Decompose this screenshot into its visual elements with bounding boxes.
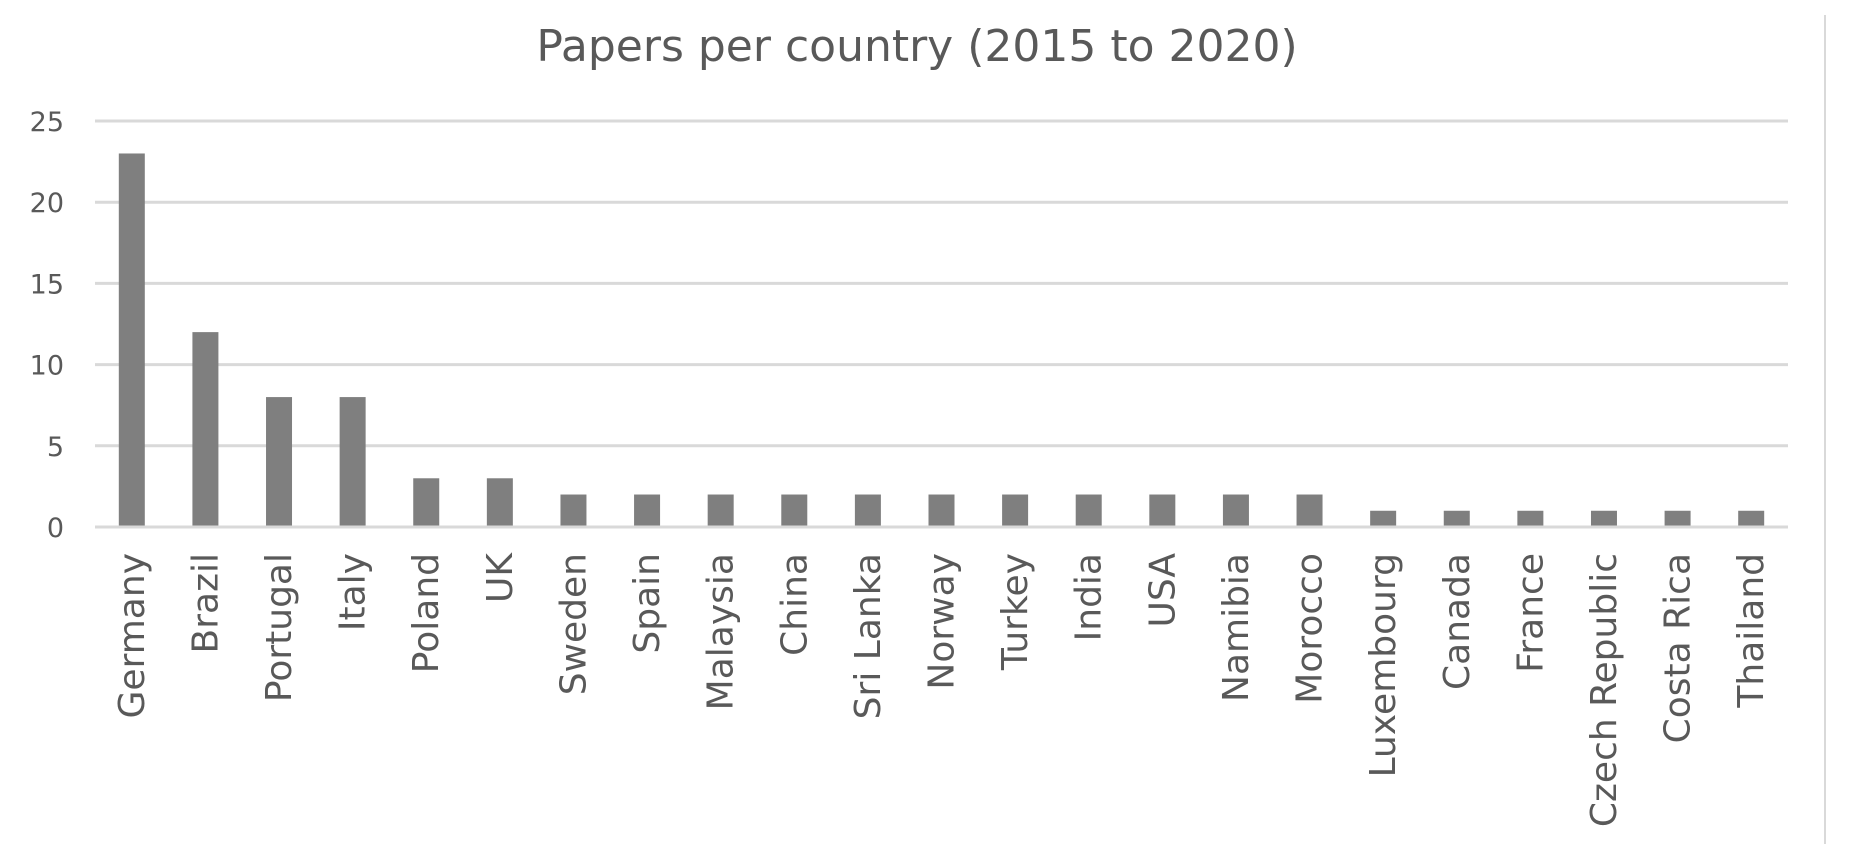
x-tick-label-uk: UK bbox=[480, 552, 521, 603]
x-tick-label-sri-lanka: Sri Lanka bbox=[848, 553, 889, 719]
bar-uk bbox=[486, 478, 513, 527]
x-tick-label-spain: Spain bbox=[627, 553, 668, 654]
x-tick-label-costa-rica: Costa Rica bbox=[1658, 553, 1699, 743]
bar-usa bbox=[1149, 494, 1176, 527]
x-tick-label-usa: USA bbox=[1142, 553, 1183, 628]
x-tick-label-czech-republic: Czech Republic bbox=[1584, 553, 1625, 827]
x-tick-label-thailand: Thailand bbox=[1731, 553, 1772, 709]
x-tick-label-namibia: Namibia bbox=[1216, 553, 1257, 702]
x-tick-label-portugal: Portugal bbox=[259, 553, 300, 702]
x-tick-label-india: India bbox=[1069, 553, 1110, 641]
gridlines bbox=[95, 119, 1788, 448]
x-tick-label-italy: Italy bbox=[333, 553, 374, 631]
x-tick-label-norway: Norway bbox=[922, 553, 963, 690]
bar-brazil bbox=[192, 332, 219, 527]
x-tick-label-poland: Poland bbox=[406, 553, 447, 673]
bar-france bbox=[1517, 510, 1544, 527]
bar-india bbox=[1075, 494, 1102, 527]
x-tick-label-sweden: Sweden bbox=[553, 553, 594, 695]
bar-luxembourg bbox=[1370, 510, 1397, 527]
bar-germany bbox=[118, 153, 145, 528]
x-axis-category-labels: Germany Brazil Portugal Italy Poland UK Sweden… bbox=[112, 552, 1772, 827]
bar-canada bbox=[1443, 510, 1470, 527]
y-tick-label-25: 25 bbox=[30, 107, 64, 138]
bar-italy bbox=[339, 397, 366, 527]
x-tick-label-germany: Germany bbox=[112, 553, 153, 718]
bar-sweden bbox=[560, 494, 587, 527]
bar-sri-lanka bbox=[854, 494, 881, 527]
bar-morocco bbox=[1296, 494, 1323, 527]
x-tick-label-malaysia: Malaysia bbox=[701, 553, 742, 710]
x-tick-label-brazil: Brazil bbox=[185, 553, 226, 653]
bar-malaysia bbox=[707, 494, 734, 527]
x-tick-label-china: China bbox=[774, 553, 815, 656]
y-tick-label-15: 15 bbox=[30, 269, 64, 300]
x-tick-label-turkey: Turkey bbox=[995, 553, 1036, 671]
y-tick-label-5: 5 bbox=[47, 432, 64, 463]
x-tick-label-luxembourg: Luxembourg bbox=[1363, 553, 1404, 777]
bar-norway bbox=[928, 494, 955, 527]
bar-spain bbox=[634, 494, 661, 527]
bar-namibia bbox=[1222, 494, 1249, 527]
bar-czech-republic bbox=[1590, 510, 1617, 527]
y-tick-label-20: 20 bbox=[30, 188, 64, 219]
y-tick-label-0: 0 bbox=[47, 513, 64, 544]
y-axis-ticks: 0 5 10 15 20 25 bbox=[30, 107, 64, 544]
x-tick-label-canada: Canada bbox=[1437, 553, 1478, 690]
bar-costa-rica bbox=[1664, 510, 1691, 527]
bar-portugal bbox=[266, 397, 293, 527]
bar-turkey bbox=[1002, 494, 1029, 527]
x-tick-label-france: France bbox=[1510, 553, 1551, 673]
x-tick-label-morocco: Morocco bbox=[1290, 553, 1331, 704]
bars bbox=[118, 153, 1765, 528]
bar-thailand bbox=[1738, 510, 1765, 527]
bar-china bbox=[781, 494, 808, 527]
bar-poland bbox=[413, 478, 440, 527]
y-tick-label-10: 10 bbox=[30, 351, 64, 382]
chart-title: Papers per country (2015 to 2020) bbox=[536, 21, 1297, 72]
